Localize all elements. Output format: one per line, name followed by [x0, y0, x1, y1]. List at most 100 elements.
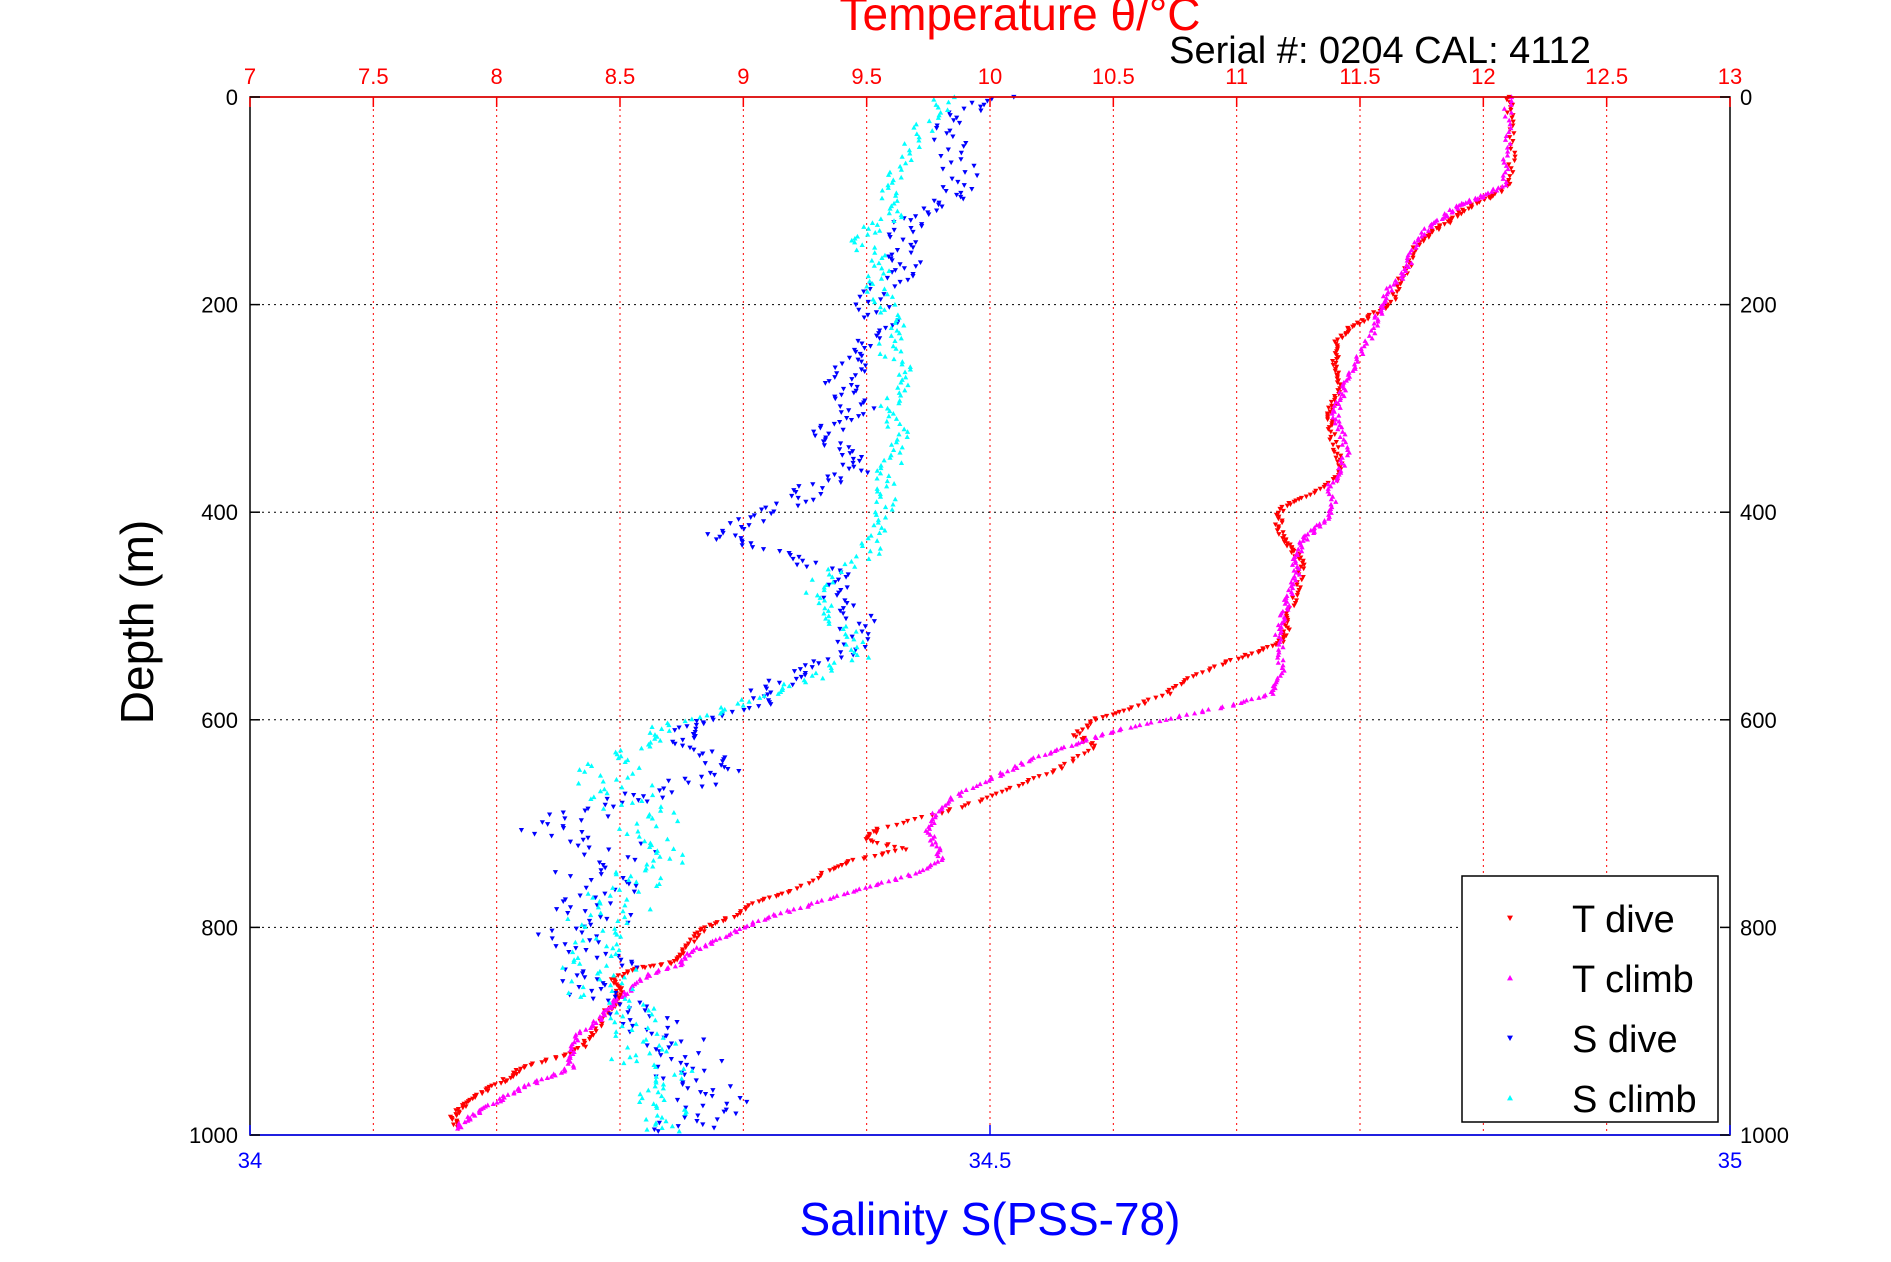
data-point	[629, 1027, 635, 1032]
data-point	[638, 978, 644, 983]
data-point	[486, 1084, 492, 1090]
data-point	[680, 1082, 686, 1087]
data-point	[843, 616, 849, 622]
data-point	[1290, 585, 1296, 591]
data-point	[859, 341, 865, 347]
data-point	[626, 998, 632, 1003]
data-point	[552, 870, 559, 875]
data-point	[722, 706, 728, 712]
data-point	[793, 676, 799, 682]
data-point	[567, 874, 574, 879]
data-point	[1335, 337, 1341, 343]
data-point	[889, 180, 895, 185]
data-point	[658, 804, 664, 809]
data-point	[449, 1117, 455, 1123]
data-point	[549, 833, 555, 839]
data-point	[672, 728, 678, 733]
data-point	[846, 408, 852, 413]
data-point	[1360, 351, 1366, 356]
data-point	[821, 595, 827, 601]
data-point	[913, 870, 919, 876]
data-point	[890, 177, 896, 183]
data-point	[949, 796, 955, 802]
data-point	[1389, 287, 1395, 293]
data-point	[620, 908, 626, 914]
temperature-tick-label: 7	[244, 64, 256, 89]
data-point	[661, 1097, 667, 1103]
data-point	[849, 377, 855, 382]
data-point	[734, 929, 740, 935]
data-point	[560, 965, 566, 970]
data-point	[641, 838, 648, 844]
data-point	[579, 930, 585, 936]
data-point	[1291, 603, 1297, 609]
data-point	[454, 1113, 460, 1119]
data-point	[962, 803, 968, 809]
data-point	[612, 1019, 618, 1025]
data-point	[1299, 577, 1305, 583]
data-point	[682, 718, 688, 724]
data-point	[1256, 695, 1262, 700]
data-point	[649, 815, 655, 821]
data-point	[600, 806, 607, 811]
data-point	[1361, 343, 1367, 349]
data-point	[1506, 162, 1512, 168]
data-point	[841, 891, 847, 897]
data-point	[756, 899, 762, 905]
data-point	[879, 255, 885, 260]
data-point	[624, 896, 630, 902]
temperature-tick-label: 9	[737, 64, 749, 89]
data-point	[686, 952, 693, 958]
data-point	[974, 783, 980, 789]
data-point	[1061, 761, 1068, 767]
data-point	[900, 820, 907, 826]
data-point	[617, 1002, 623, 1008]
data-point	[639, 1095, 645, 1101]
data-point	[597, 968, 603, 974]
data-point	[658, 962, 664, 968]
data-point	[779, 891, 785, 897]
data-point	[1356, 321, 1363, 327]
data-point	[653, 1064, 659, 1069]
data-point	[977, 104, 984, 110]
data-point	[872, 250, 878, 255]
data-point	[1020, 761, 1026, 767]
data-point	[945, 99, 952, 105]
data-point	[610, 885, 616, 890]
data-point	[899, 214, 905, 220]
data-point	[456, 1110, 462, 1116]
data-point	[614, 751, 620, 757]
data-point	[697, 714, 703, 720]
data-point	[522, 1084, 528, 1090]
data-point	[851, 636, 857, 642]
data-point	[981, 102, 987, 108]
data-point	[607, 901, 614, 906]
data-point	[1504, 152, 1511, 158]
data-point	[583, 948, 589, 953]
data-point	[619, 784, 625, 790]
data-point	[1339, 424, 1345, 430]
data-point	[644, 861, 650, 867]
data-point	[775, 892, 782, 898]
data-point	[1121, 708, 1127, 714]
data-point	[1332, 420, 1338, 426]
data-point	[1372, 313, 1378, 318]
data-point	[639, 798, 645, 803]
data-point	[1326, 516, 1332, 521]
data-point	[785, 890, 791, 895]
data-point	[1368, 327, 1374, 333]
data-point	[1082, 737, 1089, 743]
data-point	[657, 854, 663, 859]
data-point	[1292, 600, 1299, 606]
data-point	[638, 745, 645, 751]
data-point	[1510, 170, 1516, 175]
data-point	[878, 403, 884, 408]
data-point	[901, 426, 907, 432]
data-point	[561, 1053, 567, 1059]
legend-marker	[1507, 1095, 1513, 1101]
data-point	[1282, 601, 1288, 606]
data-point	[1110, 712, 1116, 718]
data-point	[577, 961, 583, 966]
data-point	[1261, 693, 1267, 699]
